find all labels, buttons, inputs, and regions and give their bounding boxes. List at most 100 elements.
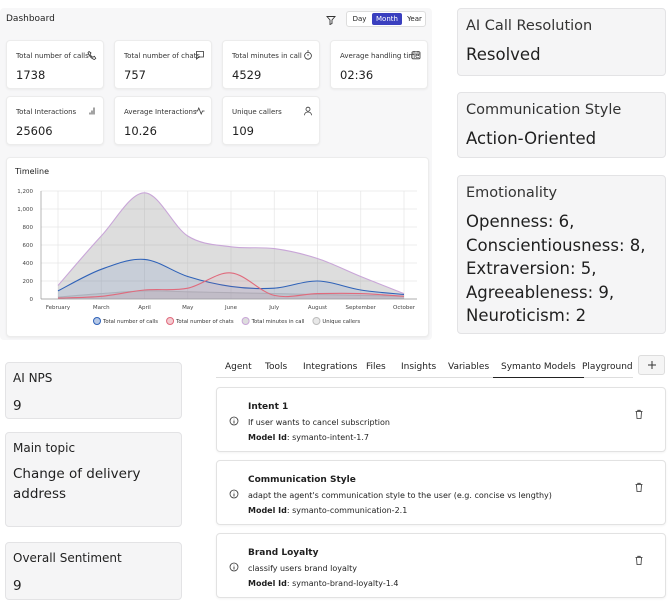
series-line [57,192,405,295]
model-id-value: : symanto-communication-2.1 [286,506,408,515]
stat-label: Total Interactions [16,108,77,116]
summary-card-title: Main topic [13,441,76,455]
model-id-label: Model Id [248,433,287,442]
tab[interactable]: Symanto Models [493,362,584,378]
model-id: Model Id: symanto-brand-loyalty-1.4 [248,579,398,588]
info-icon [229,562,239,572]
tab[interactable]: Integrations [303,362,358,372]
stat-value: 10.26 [124,124,157,138]
model-description: classify users brand loyalty [248,564,358,573]
stat-card: Average Interactions 10.26 [114,96,212,145]
summary-card-value: 9 [13,398,22,414]
summary-card-value: 9 [13,578,22,594]
tab[interactable]: Playground [582,362,633,372]
tab[interactable]: Variables [448,362,490,372]
info-card-value: Action-Oriented [466,129,597,148]
y-tick-label: 800 [23,225,34,231]
summary-card-title: Overall Sentiment [13,551,122,565]
plus-icon [648,361,656,369]
tab[interactable]: Tools [265,362,288,372]
y-tick-label: 600 [23,243,34,249]
tab[interactable]: Agent [225,362,252,372]
x-tick-label: October [393,305,416,311]
stat-label: Average handling time [340,52,420,60]
trash-icon [635,482,643,492]
x-tick-label: February [46,305,71,311]
info-card-value: Conscientiousness: 8, [466,235,646,255]
stat-card: Average handling time 02:36 [330,40,428,89]
info-card: Communication Style Action-Oriented [457,92,666,158]
info-card: AI Call Resolution Resolved [457,8,666,76]
stat-icon [87,50,97,60]
model-card: Communication Style adapt the agent's com… [216,460,666,525]
info-card-value: Extraversion: 5, [466,259,597,278]
x-tick-label: September [346,305,377,311]
x-tick-label: May [182,305,194,311]
stat-value: 109 [232,124,254,138]
legend-label: Unique callers [322,319,360,325]
stat-card: Unique callers 109 [222,96,320,145]
model-card: Intent 1 If user wants to cancel subscrip… [216,387,666,452]
series-line [57,290,405,298]
model-id: Model Id: symanto-communication-2.1 [248,506,407,515]
info-card-title: Communication Style [466,102,622,118]
stat-value: 25606 [16,124,53,138]
model-title: Brand Loyalty [248,548,319,558]
legend-label: Total number of chats [175,319,234,325]
tab[interactable]: Files [366,362,386,372]
stat-label: Total number of calls [16,52,89,60]
model-title: Communication Style [248,475,356,485]
tab[interactable]: Insights [401,362,437,372]
delete-button[interactable] [633,408,645,420]
stat-icon [89,107,95,115]
filter-icon [326,16,336,25]
stat-label: Total minutes in call [232,52,302,60]
summary-card: AI NPS 9 [5,362,182,419]
series-line [57,272,405,299]
period-button[interactable]: Day [352,15,367,23]
model-description: adapt the agent's communication style to… [248,491,552,500]
add-tab-button[interactable] [638,355,665,375]
y-tick-label: 200 [23,279,34,285]
stat-icon [304,106,312,116]
y-tick-label: 1,200 [17,189,33,195]
legend-marker [93,317,101,325]
info-icon [229,416,239,426]
period-button[interactable]: Year [407,15,422,23]
model-id-value: : symanto-brand-loyalty-1.4 [286,579,399,588]
stat-icon [304,50,312,60]
summary-card: Overall Sentiment 9 [5,542,182,600]
legend-label: Total number of calls [102,319,158,325]
info-card: Emotionality Openness: 6, Conscientiousnes… [457,175,666,334]
stat-card: Total minutes in call 4529 [222,40,320,89]
summary-card-value: Change of delivery address [13,466,141,502]
trash-icon [635,555,643,565]
model-card: Brand Loyalty classify users brand loyalt… [216,533,666,598]
series-area [58,192,404,299]
info-card-value: Openness: 6, [466,212,575,231]
model-title: Intent 1 [248,402,289,412]
series-line [57,258,405,296]
stat-card: Total Interactions 25606 [6,96,104,145]
series-area [58,272,404,299]
model-id-label: Model Id [248,579,287,588]
timeline-chart: Timeline 0 200 400 600 800 1,000 1,200 February M… [14,167,417,325]
delete-button[interactable] [633,481,645,493]
timeline-card: Timeline 0 200 400 600 800 1,000 1,200 February M… [6,157,429,337]
trash-icon [635,409,643,419]
info-card-title: AI Call Resolution [466,18,593,34]
series-area [58,290,404,299]
legend-marker [312,317,321,325]
stat-card: Total number of chats 757 [114,40,212,89]
x-tick-label: July [268,305,280,311]
stat-label: Unique callers [232,108,282,116]
stat-card: Total number of calls 1738 [6,40,104,89]
x-tick-label: August [308,305,328,311]
period-button[interactable]: Month [372,13,402,25]
delete-button[interactable] [633,554,645,566]
stat-label: Average Interactions [124,108,197,116]
info-card-value: Neuroticism: 2 [466,306,587,325]
stat-value: 757 [124,68,146,82]
info-card-value: Resolved [466,45,541,64]
